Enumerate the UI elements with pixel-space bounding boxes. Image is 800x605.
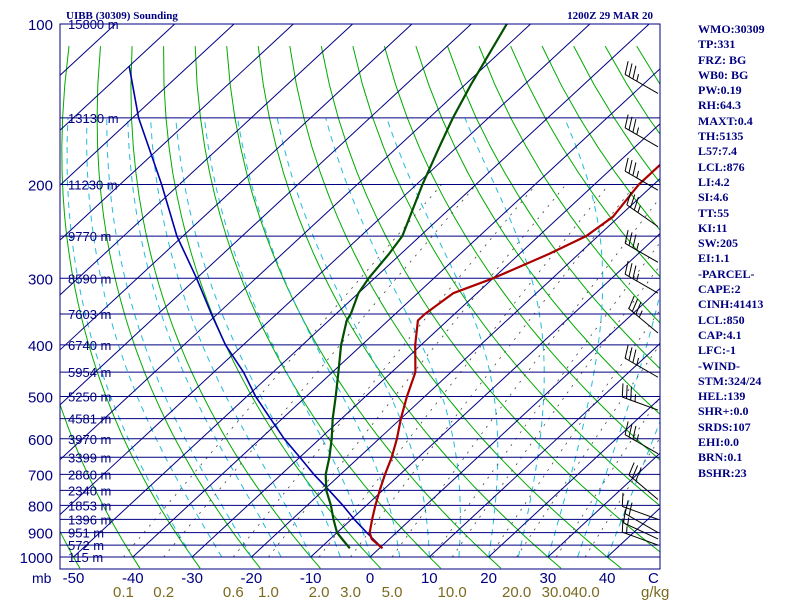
height-label: 115 m	[68, 550, 103, 565]
pressure-labels: 100 200 300 400 500 600 700 800 900 1000	[20, 17, 53, 567]
pressure-label: 900	[28, 526, 53, 543]
moist-adiabat-line	[107, 118, 252, 557]
temperature-tick-label: -50	[63, 570, 85, 587]
height-label: 11230 m	[68, 177, 118, 192]
height-label: 1853 m	[68, 498, 111, 513]
index-item: LFC:-1	[698, 343, 765, 358]
height-label: 8590 m	[68, 271, 111, 286]
height-label: 13130 m	[68, 111, 119, 126]
index-item: MAXT:0.4	[698, 114, 765, 129]
moist-adiabat-line	[578, 118, 678, 557]
pressure-label: 1000	[20, 550, 53, 567]
temperature-tick-label: -30	[181, 570, 203, 587]
mixing-ratio-line	[452, 184, 720, 557]
mixing-ratio-label: 30.0	[542, 584, 571, 600]
mixing-ratio-label: 2.0	[309, 584, 330, 600]
height-label: 7603 m	[68, 307, 111, 322]
mixing-ratio-label: 10.0	[438, 584, 467, 600]
index-item: PW:0.19	[698, 83, 765, 98]
height-label: 5954 m	[68, 365, 111, 380]
index-item: SI:4.6	[698, 190, 765, 205]
mixing-ratio-label: 40.0	[571, 584, 600, 600]
moist-adiabat-line	[238, 118, 400, 557]
plot-frame	[60, 24, 660, 569]
mixing-ratio-label: 3.0	[340, 584, 361, 600]
index-item: LCL:876	[698, 160, 765, 175]
index-item: CINH:41413	[698, 297, 765, 312]
isotherms	[0, 24, 800, 557]
index-item: LI:4.2	[698, 175, 765, 190]
dry-adiabat-line	[795, 46, 800, 568]
index-item: LCL:850	[698, 313, 765, 328]
pressure-label: 200	[28, 177, 53, 194]
index-item: KI:11	[698, 221, 765, 236]
height-label: 6740 m	[68, 338, 111, 353]
mixing-ratio-label: 0.6	[223, 584, 244, 600]
moist-adiabat-line	[176, 118, 341, 557]
index-item: SW:205	[698, 236, 765, 251]
index-item: CAPE:2	[698, 282, 765, 297]
mixing-ratio-label: 0.2	[153, 584, 174, 600]
moist-adiabat-line	[277, 118, 429, 557]
sounding-time: 1200Z 29 MAR 20	[567, 10, 653, 22]
index-item: TP:331	[698, 37, 765, 52]
index-item: CAP:4.1	[698, 328, 765, 343]
height-label: 4581 m	[68, 412, 111, 427]
index-item: SRDS:107	[698, 420, 765, 435]
index-item: BSHR:23	[698, 466, 765, 481]
mixing-ratio-line	[585, 184, 800, 557]
wind-barb	[625, 261, 658, 293]
pressure-label: 300	[28, 271, 53, 288]
pressure-unit-label: mb	[32, 570, 52, 586]
height-label: 9770 m	[68, 229, 111, 244]
index-item: EI:1.1	[698, 251, 765, 266]
height-label: 5250 m	[68, 390, 111, 405]
index-item: L57:7.4	[698, 144, 765, 159]
height-label: 3970 m	[68, 432, 111, 447]
moist-adiabat-line	[326, 118, 461, 557]
mixing-ratio-unit-label: g/kg	[641, 584, 669, 600]
index-item: TT:55	[698, 206, 765, 221]
index-item: EHI:0.0	[698, 435, 765, 450]
pressure-label: 100	[28, 17, 53, 34]
pressure-label: 700	[28, 467, 53, 484]
index-item: WB0: BG	[698, 68, 765, 83]
height-label: 2860 m	[68, 467, 111, 482]
mixing-ratio-line	[164, 184, 477, 557]
pressure-label: 600	[28, 432, 53, 449]
mixing-ratio-label: 0.1	[113, 584, 134, 600]
wind-barb	[625, 230, 658, 262]
temperature-tick-label: 10	[421, 570, 438, 587]
isotherm-line	[192, 24, 768, 557]
isotherm-line	[133, 24, 709, 557]
pressure-label: 400	[28, 338, 53, 355]
index-item: FRZ: BG	[698, 53, 765, 68]
index-item: TH:5135	[698, 129, 765, 144]
index-item: RH:64.3	[698, 98, 765, 113]
index-item: HEL:139	[698, 389, 765, 404]
pressure-label: 800	[28, 498, 53, 515]
mixing-ratio-label: 1.0	[258, 584, 279, 600]
temperature-tick-label: 40	[599, 570, 616, 587]
index-item: -PARCEL-	[698, 267, 765, 282]
pressure-label: 500	[28, 390, 53, 407]
station-title: UIBB (30309) Sounding	[66, 10, 178, 22]
index-item: -WIND-	[698, 359, 765, 374]
height-label: 2340 m	[68, 483, 111, 498]
index-item: WMO:30309	[698, 22, 765, 37]
index-item: SHR+:0.0	[698, 404, 765, 419]
dewpoint-trace	[326, 24, 507, 548]
temperature-tick-label: 0	[366, 570, 374, 587]
index-item: STM:324/24	[698, 374, 765, 389]
temperature-tick-label: 20	[480, 570, 497, 587]
mixing-ratio-line	[319, 184, 609, 557]
height-label: 3399 m	[68, 450, 111, 465]
mixing-ratio-label: 5.0	[382, 584, 403, 600]
mixing-ratio-label: 20.0	[502, 584, 531, 600]
index-item: BRN:0.1	[698, 450, 765, 465]
dry-adiabat-line	[763, 46, 800, 568]
